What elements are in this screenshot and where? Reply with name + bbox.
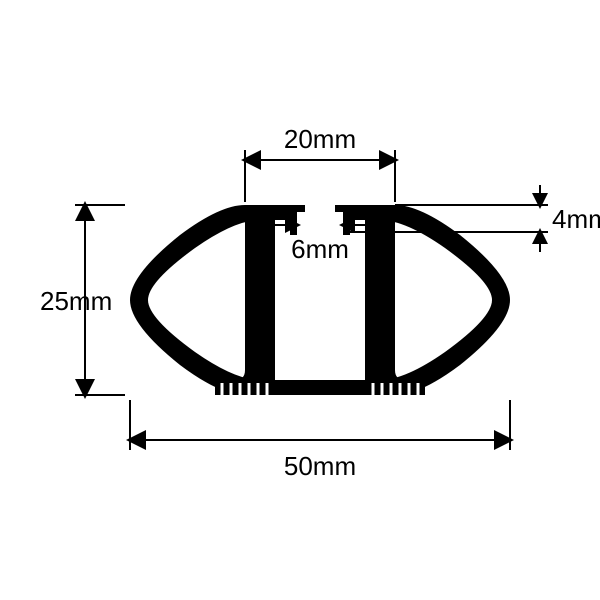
profile-shape bbox=[130, 200, 510, 395]
dim-height-label: 25mm bbox=[40, 286, 112, 316]
dim-width: 50mm bbox=[130, 400, 510, 481]
dim-slot-outer-label: 20mm bbox=[284, 124, 356, 154]
dim-width-label: 50mm bbox=[284, 451, 356, 481]
dim-height: 25mm bbox=[40, 205, 125, 395]
dim-slot-outer: 20mm bbox=[245, 124, 395, 202]
dim-lip-label: 4mm bbox=[552, 204, 600, 234]
dim-slot-gap-label: 6mm bbox=[291, 234, 349, 264]
cross-section-diagram: 50mm 25mm 20mm 6mm 4mm bbox=[0, 0, 600, 600]
